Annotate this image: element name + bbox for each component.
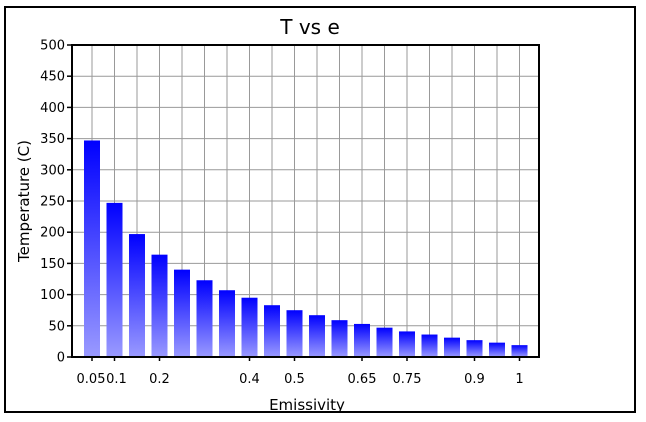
x-axis-ticks: 0.05 0.1 0.2 0.4 0.5 0.65 0.75 0.9 1 (77, 357, 524, 387)
y-tick-label: 200 (40, 226, 65, 241)
bar-0.4 (241, 297, 258, 357)
y-axis-ticks: 0 50 100 150 200 250 300 350 400 450 500 (40, 39, 72, 366)
y-tick-label: 500 (40, 39, 65, 54)
bars-group (84, 140, 528, 357)
bar-0.6 (331, 320, 348, 357)
bar-0.25 (174, 269, 190, 357)
bar-0.85 (444, 337, 460, 357)
bar-0.35 (219, 290, 235, 357)
x-tick-label: 0.1 (106, 372, 127, 387)
y-tick-label: 300 (40, 163, 65, 178)
x-tick-label: 0.4 (239, 372, 260, 387)
x-tick-label: 0.9 (464, 372, 485, 387)
y-tick-label: 0 (57, 351, 65, 366)
y-axis-title: Temperature (C) (15, 140, 33, 263)
bar-0.55 (309, 315, 325, 357)
chart-title: T vs e (279, 15, 340, 39)
bar-0.95 (489, 342, 505, 357)
y-tick-label: 450 (40, 70, 65, 85)
y-tick-label: 250 (40, 195, 65, 210)
bar-0.8 (421, 334, 438, 357)
bar-0.3 (196, 280, 213, 357)
x-tick-label: 0.65 (348, 372, 377, 387)
bar-0.9 (466, 340, 483, 357)
y-tick-label: 400 (40, 101, 65, 116)
bar-0.2 (151, 254, 168, 357)
x-tick-label: 0.5 (284, 372, 305, 387)
y-tick-label: 350 (40, 132, 65, 147)
x-tick-label: 0.05 (77, 372, 106, 387)
bar-0.45 (264, 305, 280, 357)
bar-0.5 (286, 310, 303, 357)
x-tick-label: 1 (515, 372, 523, 387)
bar-1 (511, 345, 528, 357)
y-tick-label: 50 (48, 319, 65, 334)
x-tick-label: 0.2 (149, 372, 170, 387)
bar-0.65 (354, 323, 370, 357)
bar-0.7 (376, 327, 393, 357)
bar-0.15 (129, 234, 145, 357)
y-tick-label: 100 (40, 288, 65, 303)
x-tick-label: 0.75 (393, 372, 422, 387)
y-tick-label: 150 (40, 257, 65, 272)
bar-0.75 (399, 331, 415, 357)
bar-0.05 (84, 140, 100, 357)
x-axis-title: Emissivity (269, 396, 345, 414)
bar-0.1 (106, 202, 123, 357)
